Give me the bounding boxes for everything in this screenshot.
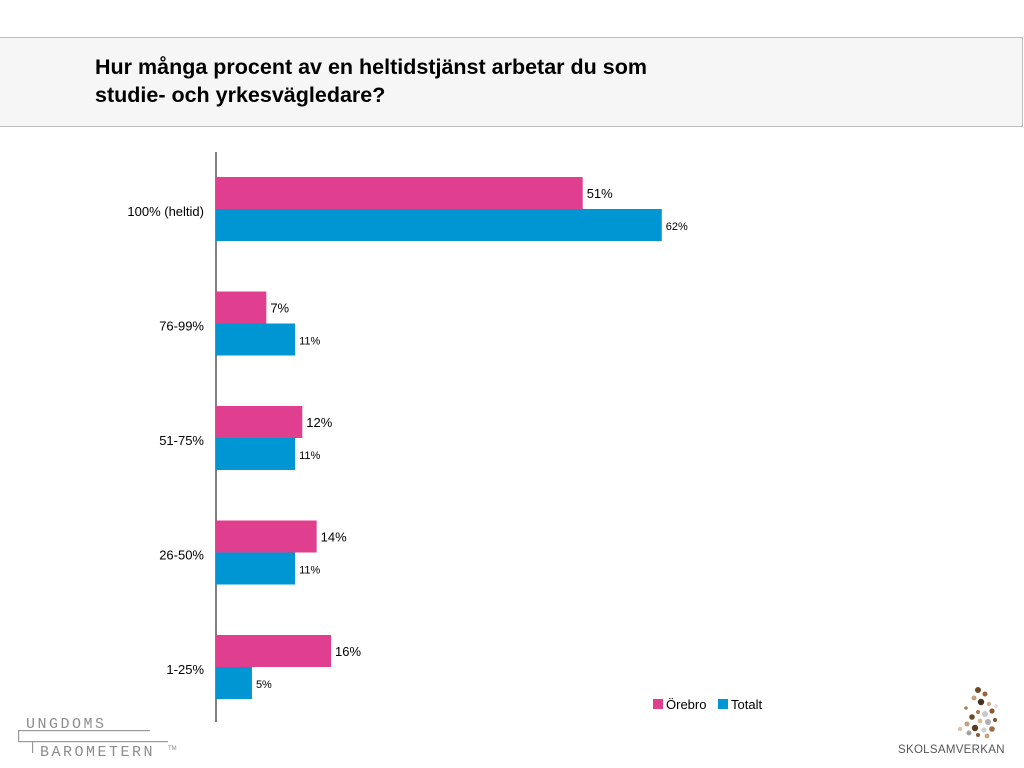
data-label: 11% <box>299 450 320 462</box>
legend-label: Totalt <box>731 697 762 712</box>
bar-totalt <box>216 667 252 699</box>
data-label: 7% <box>270 301 289 316</box>
skolsamverkan-figure-icon <box>957 687 998 739</box>
legend: Örebro Totalt <box>653 697 762 712</box>
bar-orebro <box>216 291 267 324</box>
bar-totalt <box>216 438 296 470</box>
logo-text-skolsamverkan: SKOLSAMVERKAN <box>898 744 1005 756</box>
ungdomsbarometern-logo: UNGDOMS BAROMETERN TM <box>18 714 188 765</box>
data-label: 11% <box>299 336 320 348</box>
data-label: 16% <box>335 644 361 659</box>
category-label: 51-75% <box>159 433 204 448</box>
category-label: 76-99% <box>159 319 204 334</box>
page-title-line2: studie- och yrkesvägledare? <box>95 83 386 107</box>
data-label: 12% <box>306 415 332 430</box>
page-title: Hur många procent av en heltidstjänst ar… <box>95 53 647 109</box>
title-bar: Hur många procent av en heltidstjänst ar… <box>0 37 1023 127</box>
legend-swatch <box>653 699 663 709</box>
logo-text-tm: TM <box>168 746 177 752</box>
bar-totalt <box>216 323 296 356</box>
page-title-line1: Hur många procent av en heltidstjänst ar… <box>95 55 647 79</box>
data-label: 51% <box>587 186 613 201</box>
logo-text-ungdoms: UNGDOMS <box>26 716 107 733</box>
bar-totalt <box>216 209 662 241</box>
legend-swatch <box>718 699 728 709</box>
legend-label: Örebro <box>666 697 706 712</box>
data-label: 62% <box>666 221 688 233</box>
category-label: 26-50% <box>159 548 204 563</box>
bars-group: 100% (heltid) 51% 62% 76-99% 7% 11% 51-75% 12% 1… <box>127 177 688 699</box>
bar-orebro <box>216 406 303 438</box>
bar-totalt <box>216 552 296 585</box>
logo-text-barometern: BAROMETERN <box>40 744 155 760</box>
data-label: 11% <box>299 565 320 577</box>
skolsamverkan-logo: SKOLSAMVERKAN <box>888 684 1018 765</box>
bar-orebro <box>216 520 317 553</box>
bar-orebro <box>216 177 583 209</box>
category-label: 100% (heltid) <box>127 204 204 219</box>
category-label: 1-25% <box>166 662 204 677</box>
data-label: 14% <box>321 530 347 545</box>
bar-orebro <box>216 635 332 667</box>
data-label: 5% <box>256 679 272 691</box>
